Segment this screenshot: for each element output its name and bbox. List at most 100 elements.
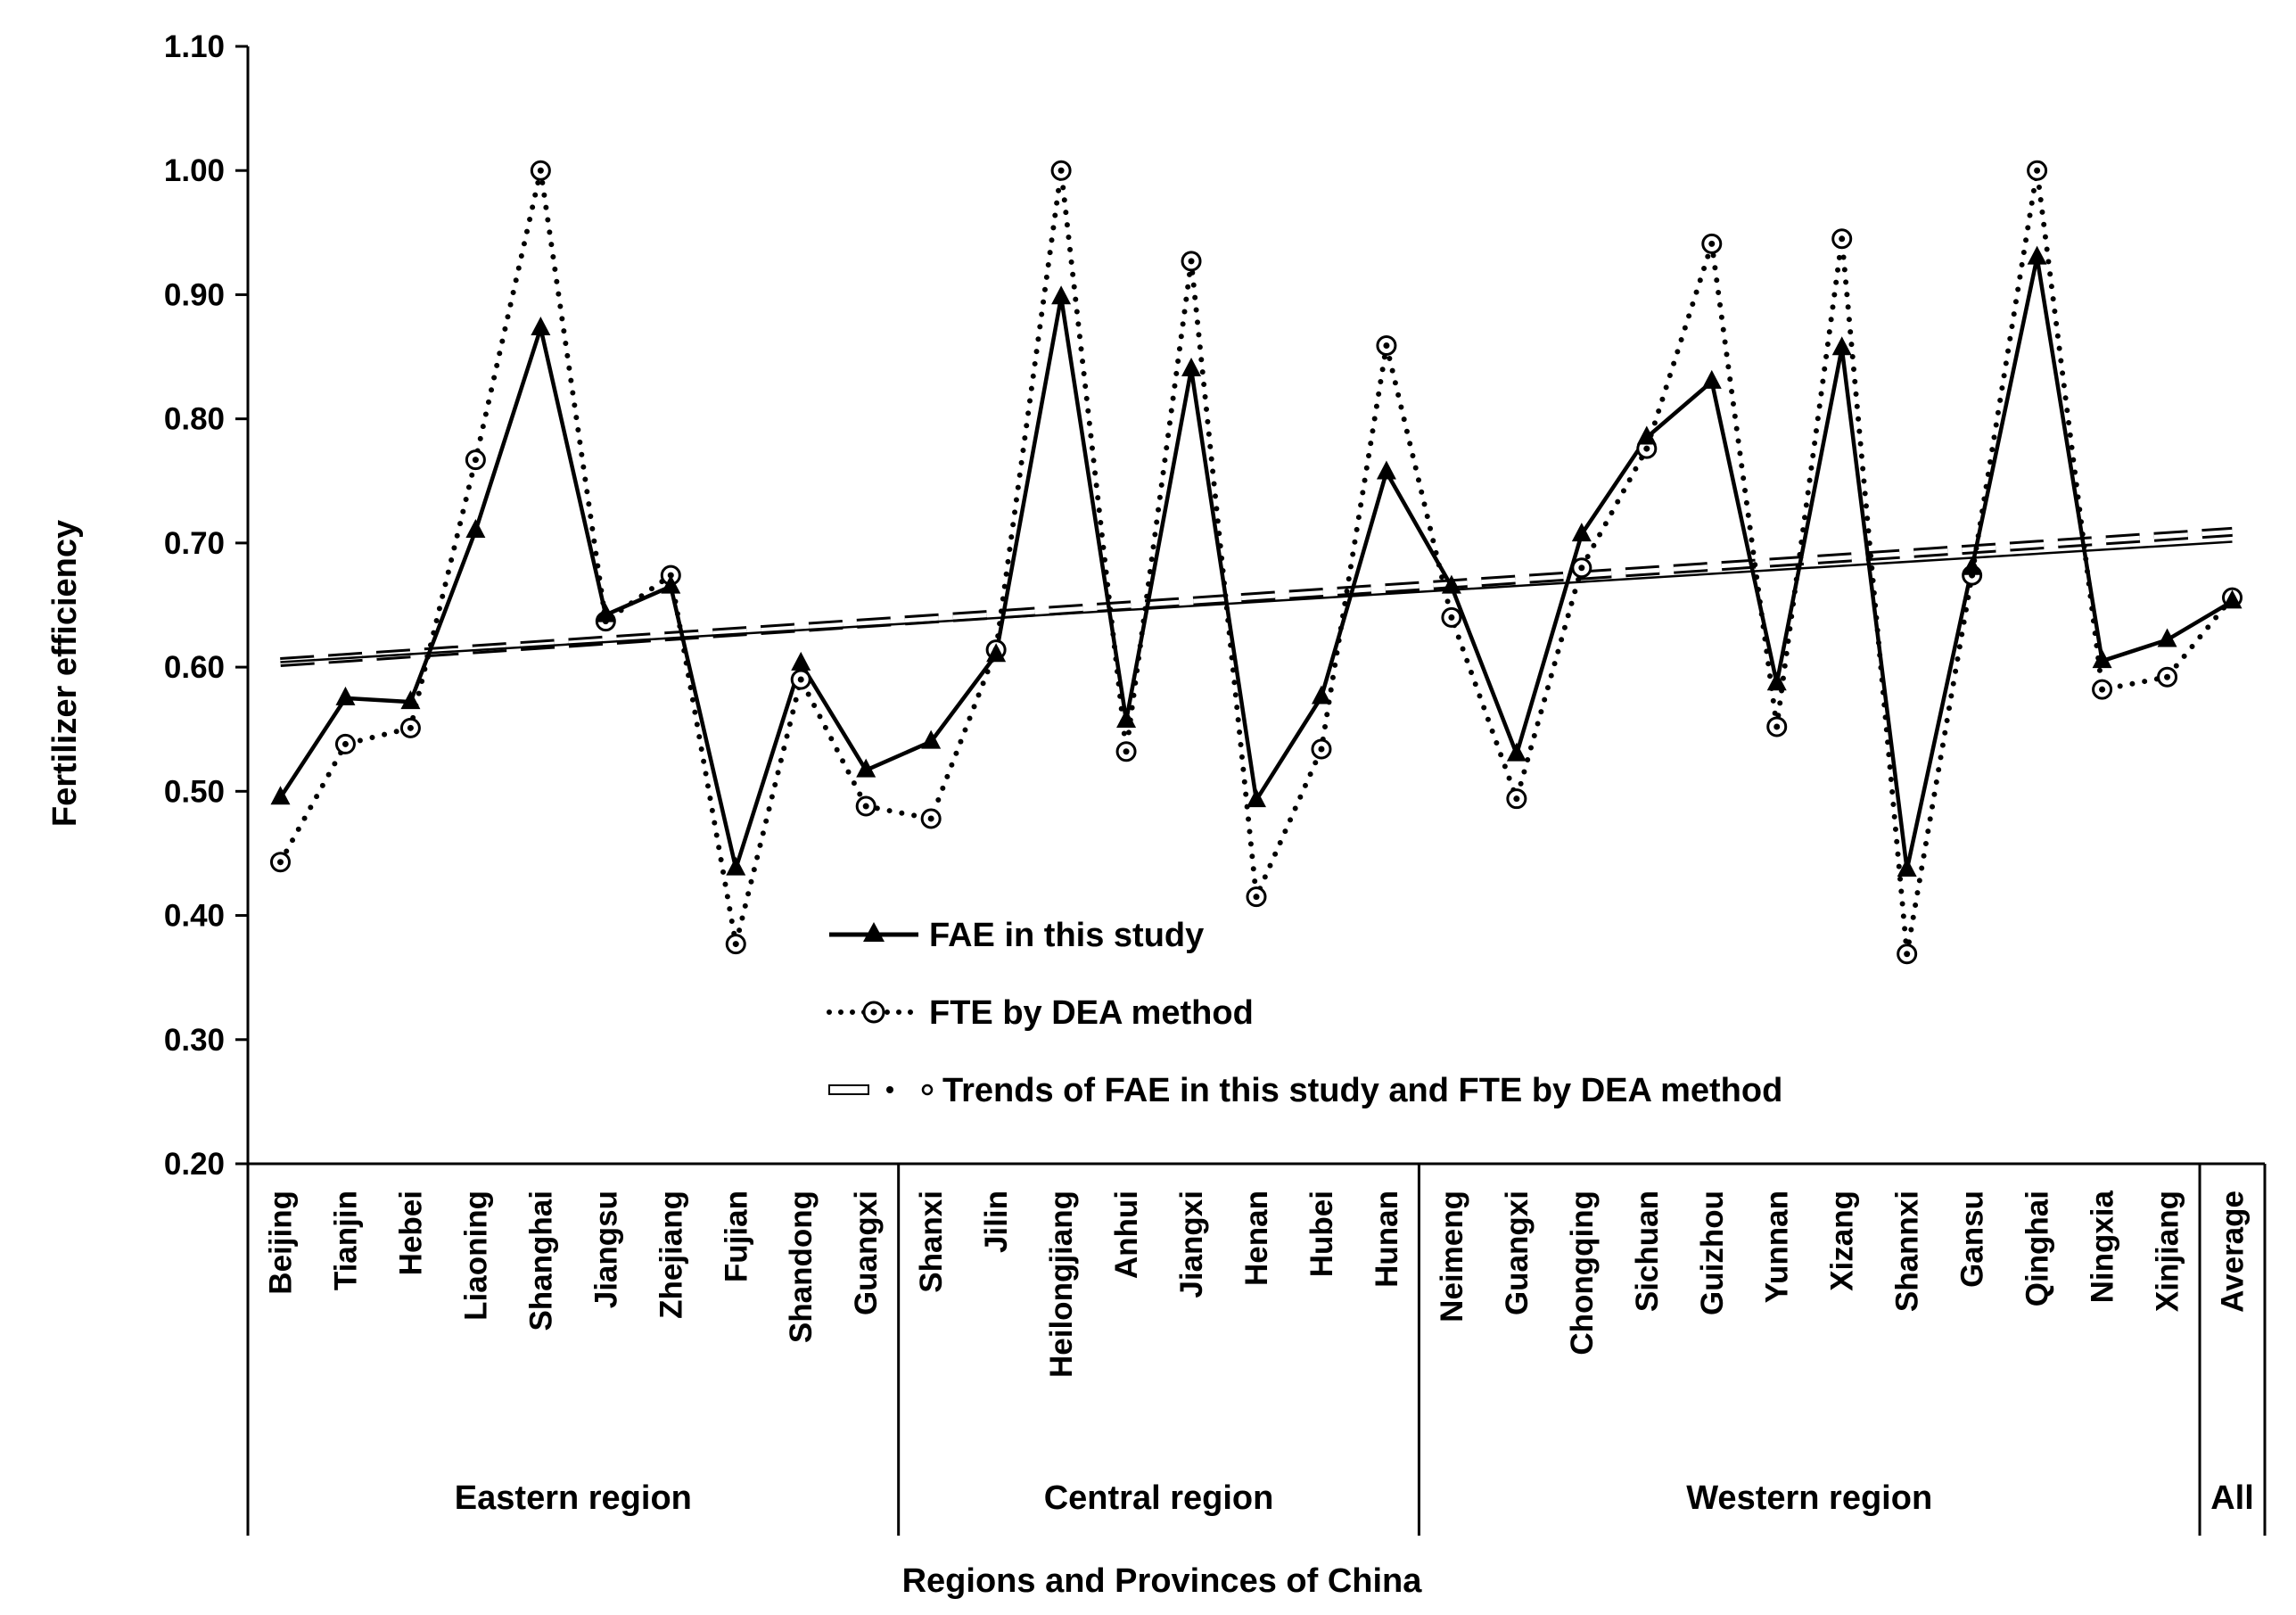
region-label: Western region: [1686, 1479, 1932, 1517]
category-label: Guizhou: [1695, 1191, 1730, 1315]
fte-point-center: [2099, 686, 2106, 693]
fae-point: [1311, 685, 1331, 705]
y-tick-label: 0.90: [164, 277, 225, 312]
fte-point-center: [1188, 258, 1195, 265]
category-label: Chongqing: [1565, 1191, 1600, 1355]
category-label: Tianjin: [328, 1191, 363, 1290]
fae-point: [1376, 460, 1396, 480]
fte-point-center: [797, 676, 804, 683]
legend-item-fae: FAE in this study: [829, 917, 1204, 954]
category-label: Fujian: [719, 1191, 753, 1282]
category-label: Jilin: [979, 1191, 1014, 1253]
category-label: Qinghai: [2020, 1191, 2055, 1306]
fae-point: [335, 686, 356, 705]
fae-point: [2157, 628, 2177, 647]
fte-point-center: [276, 859, 284, 866]
category-label: Gansu: [1955, 1191, 1990, 1288]
fae-point: [1897, 858, 1917, 878]
fae-point: [1701, 369, 1722, 389]
fte-point-center: [1839, 235, 1846, 243]
y-tick-label: 0.40: [164, 899, 225, 934]
fae-point: [400, 690, 421, 710]
fae-point: [1636, 425, 1657, 445]
fae-point: [661, 574, 681, 594]
region-label: Eastern region: [455, 1479, 692, 1517]
y-tick-label: 0.80: [164, 402, 225, 437]
fte-point-center: [732, 941, 739, 948]
category-label: Hunan: [1370, 1191, 1404, 1288]
category-label: Ningxia: [2086, 1190, 2120, 1303]
trend-line-fte-inner: [280, 529, 2233, 665]
x-axis-title: Regions and Provinces of China: [902, 1562, 1423, 1600]
fte-point-center: [2034, 167, 2041, 174]
fae-point: [1831, 336, 1852, 356]
category-label: Guangxi: [849, 1191, 884, 1315]
category-label: Henan: [1239, 1191, 1274, 1286]
fae-point: [270, 786, 291, 805]
fte-point-center: [927, 815, 934, 822]
fae-point: [1051, 285, 1072, 305]
fae-point: [2092, 649, 2112, 669]
fae-point: [1441, 574, 1461, 594]
category-label: Shanxi: [914, 1191, 949, 1293]
category-label: Shannxi: [1890, 1191, 1925, 1312]
fte-point-center: [1578, 564, 1585, 572]
fae-point: [921, 729, 942, 749]
fte-point-center: [1448, 614, 1455, 621]
fae-point: [531, 317, 551, 336]
legend-label-fae: FAE in this study: [929, 917, 1204, 954]
category-labels: Beijing Tianjin Hebei Liaoning Shanghai Jiang…: [263, 1190, 2250, 1378]
fae-point: [791, 651, 811, 671]
fte-point-center: [1057, 167, 1065, 174]
fte-point-center: [1318, 746, 1325, 753]
series-line-fae: [278, 255, 2234, 872]
fae-point: [1506, 742, 1527, 762]
y-tick-label: 0.70: [164, 526, 225, 561]
category-label: Heilongjiang: [1044, 1191, 1079, 1378]
fae-point: [1571, 523, 1592, 542]
category-label: Hebei: [393, 1191, 428, 1275]
region-label: All: [2210, 1479, 2254, 1517]
fte-point-center: [1123, 748, 1130, 755]
fte-point-center: [1904, 951, 1911, 958]
category-label: Anhui: [1109, 1191, 1144, 1279]
fte-point-center: [472, 457, 479, 464]
legend-item-trend: Trends of FAE in this study and FTE by D…: [828, 1072, 1782, 1109]
fae-point: [726, 856, 746, 876]
y-axis-ticks: 0.20 0.30 0.40 0.50 0.60 0.70 0.80 0.90 1.00 1.10: [164, 29, 248, 1182]
region-label: Central region: [1044, 1479, 1274, 1517]
legend-item-fte: FTE by DEA method: [827, 994, 1254, 1032]
fte-point-center: [1708, 240, 1716, 247]
series-markers: [269, 160, 2243, 965]
trend-lines: [280, 526, 2233, 668]
legend: FAE in this study FTE by DEA method Tren…: [827, 917, 1782, 1109]
fte-point-center: [1773, 723, 1781, 730]
y-tick-label: 0.20: [164, 1147, 225, 1182]
category-label: Liaoning: [458, 1191, 493, 1321]
fae-point: [465, 518, 486, 538]
trend-line-fae: [280, 540, 2233, 663]
fte-point-center: [537, 167, 544, 174]
category-label: Yunnan: [1760, 1191, 1795, 1303]
series-line-fte: [277, 168, 2235, 957]
y-tick-label: 0.60: [164, 650, 225, 685]
category-label: Shandong: [784, 1191, 819, 1343]
fte-point-center: [1253, 894, 1260, 901]
y-tick-label: 0.30: [164, 1023, 225, 1058]
fte-point-center: [407, 724, 414, 731]
fae-point: [2027, 245, 2047, 265]
fte-point-center: [2164, 673, 2171, 680]
y-tick-label: 0.50: [164, 774, 225, 809]
fae-point: [1962, 556, 1982, 575]
category-label: Sichuan: [1630, 1191, 1665, 1312]
fte-point-center: [342, 740, 349, 747]
fte-point-center: [1513, 795, 1520, 803]
category-label: Shanghai: [523, 1191, 558, 1331]
fae-point: [2222, 589, 2243, 609]
category-label: Beijing: [263, 1191, 298, 1295]
fte-point-center: [1643, 445, 1650, 452]
legend-label-trend: Trends of FAE in this study and FTE by D…: [942, 1072, 1782, 1109]
fae-point: [1181, 357, 1202, 376]
region-labels: Eastern region Central region Western regi…: [455, 1479, 2254, 1517]
